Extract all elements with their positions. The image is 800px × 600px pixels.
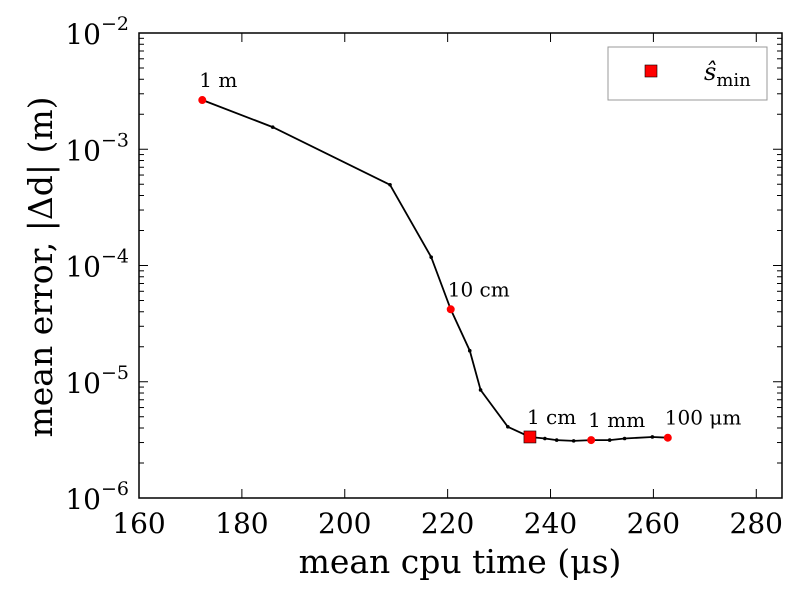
x-tick-label: 180 bbox=[215, 507, 268, 540]
data-point bbox=[270, 125, 275, 129]
y-tick-exponent: −3 bbox=[101, 129, 129, 151]
highlight-point bbox=[587, 436, 596, 445]
legend: ŝmin bbox=[607, 46, 768, 101]
point-annotation: 1 m bbox=[199, 68, 237, 92]
point-annotation: 100 μm bbox=[665, 406, 742, 430]
y-tick-base: 10 bbox=[65, 367, 101, 400]
highlight-point bbox=[198, 96, 207, 105]
point-annotation: 1 cm bbox=[527, 405, 576, 429]
legend-label: ŝmin bbox=[704, 58, 751, 91]
y-tick-exponent: −6 bbox=[101, 478, 129, 500]
optimum-marker bbox=[523, 430, 537, 444]
data-point bbox=[429, 255, 433, 259]
data-point bbox=[467, 348, 472, 353]
plot-frame bbox=[138, 32, 783, 499]
annotation-layer: 1 m 10 cm 1 cm 1 mm 100 μm bbox=[198, 68, 742, 445]
highlight-point bbox=[663, 433, 672, 442]
y-tick-exponent: −2 bbox=[101, 13, 129, 35]
x-tick-label: 260 bbox=[627, 507, 680, 540]
plot-area bbox=[139, 33, 782, 498]
point-annotation: 1 mm bbox=[588, 408, 645, 432]
y-tick-base: 10 bbox=[65, 18, 101, 51]
x-tick-label: 220 bbox=[421, 507, 474, 540]
data-point bbox=[571, 439, 576, 443]
data-point bbox=[543, 436, 547, 441]
plot-background bbox=[139, 33, 782, 498]
legend-label-subscript: min bbox=[716, 70, 751, 91]
x-tick-label: 280 bbox=[730, 507, 783, 540]
legend-marker bbox=[644, 64, 658, 78]
data-point bbox=[478, 388, 483, 392]
data-point bbox=[650, 435, 655, 439]
y-tick-label: 10−4 bbox=[65, 246, 129, 284]
y-tick-label: 10−3 bbox=[65, 129, 129, 167]
y-tick-exponent: −4 bbox=[101, 246, 129, 268]
y-tick-base: 10 bbox=[65, 134, 101, 167]
x-tick-label: 240 bbox=[524, 507, 577, 540]
point-annotation: 10 cm bbox=[448, 277, 510, 301]
data-point bbox=[388, 182, 392, 187]
y-tick-base: 10 bbox=[65, 251, 101, 284]
axes-layer: 160 180 200 220 240 260 28010−610−510−410−310−… bbox=[65, 13, 783, 540]
legend-box bbox=[607, 46, 768, 101]
y-tick-base: 10 bbox=[65, 483, 101, 516]
legend-label-base: ŝ bbox=[704, 58, 716, 86]
data-point bbox=[506, 424, 510, 429]
x-tick-label: 200 bbox=[318, 507, 371, 540]
y-tick-label: 10−5 bbox=[65, 362, 129, 400]
data-point bbox=[607, 438, 612, 442]
y-tick-label: 10−6 bbox=[65, 478, 129, 516]
data-point bbox=[554, 438, 559, 442]
highlight-point bbox=[446, 305, 455, 314]
data-point bbox=[622, 436, 627, 441]
x-axis-title: mean cpu time (μs) bbox=[299, 542, 622, 581]
y-tick-label: 10−2 bbox=[65, 13, 129, 51]
x-tick-label: 160 bbox=[112, 507, 165, 540]
y-tick-exponent: −5 bbox=[101, 362, 129, 384]
y-axis-title: mean error, |Δd| (m) bbox=[21, 96, 60, 437]
